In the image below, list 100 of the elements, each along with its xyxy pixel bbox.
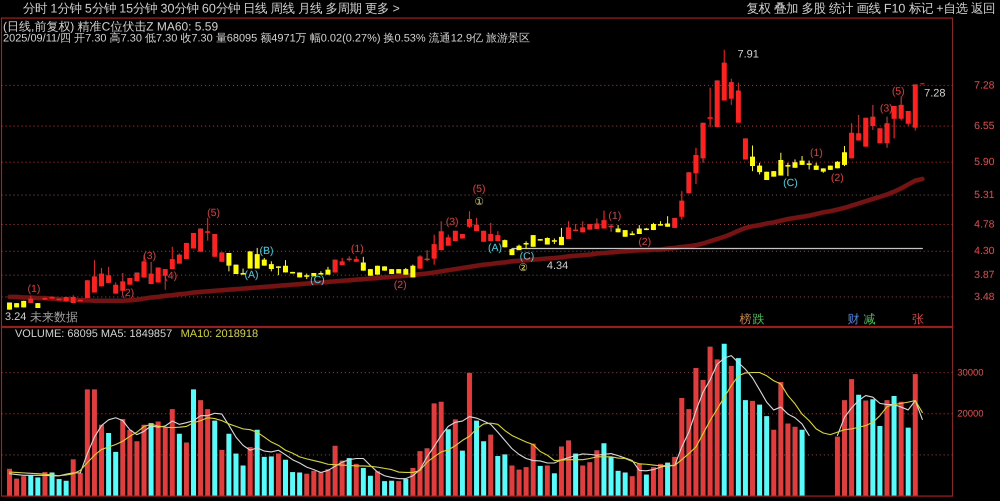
bar [892, 396, 897, 496]
candlestick [170, 246, 175, 270]
bar [205, 409, 210, 496]
bar [424, 448, 430, 496]
bar [594, 450, 600, 496]
bar [750, 400, 756, 496]
candlestick [424, 250, 430, 262]
candlestick [898, 96, 904, 121]
candlestick [856, 114, 862, 141]
bar [834, 436, 840, 496]
y-tick-label: 4.30 [974, 246, 995, 258]
bar [863, 400, 868, 496]
bar [728, 366, 734, 496]
bar [268, 456, 274, 496]
bar [877, 426, 882, 496]
bar [191, 389, 196, 496]
bar [254, 430, 260, 496]
bar [318, 472, 324, 496]
bar [113, 452, 118, 496]
bar [771, 430, 776, 496]
candlestick [212, 234, 218, 258]
annotation: 4.34 [546, 260, 568, 272]
bar [290, 472, 296, 496]
candlestick [665, 216, 670, 228]
annotation: (5) [892, 86, 905, 98]
bar [700, 380, 706, 496]
candlestick [750, 144, 756, 172]
bar [64, 480, 69, 496]
bar [573, 454, 578, 496]
bar [346, 458, 352, 496]
bar [156, 421, 161, 496]
bar [502, 454, 508, 496]
bar [21, 476, 26, 496]
bar [481, 441, 486, 496]
annotation: 7.28 [924, 87, 946, 100]
annotation: 未来数据 [30, 310, 78, 324]
text: 复权 叠加 多股 统计 画线 F10 标记 +自选 返回 [746, 1, 996, 16]
candlestick [708, 87, 713, 128]
bar [212, 420, 218, 496]
bar [587, 462, 592, 496]
bar [516, 470, 522, 496]
candlestick [742, 138, 748, 160]
candlestick [877, 128, 882, 144]
bar [870, 399, 876, 496]
annotation: ① [474, 197, 484, 208]
bar [622, 472, 628, 496]
bar [524, 467, 529, 496]
bar [438, 402, 444, 496]
candlestick [757, 162, 762, 175]
bar [389, 480, 394, 496]
bar [403, 479, 408, 496]
bar [616, 470, 621, 496]
bar [580, 465, 586, 496]
candlestick [332, 259, 338, 273]
bar [552, 473, 557, 496]
bar [644, 474, 649, 496]
chart-title: VOLUME: 68095 [14, 328, 98, 340]
y-tick-label: 5.90 [974, 157, 995, 168]
bar [544, 465, 550, 496]
bar [636, 464, 642, 496]
annotation: (1) [28, 284, 40, 295]
bar [452, 419, 458, 496]
candlestick [417, 254, 422, 270]
candlestick [679, 190, 684, 220]
bar [106, 432, 112, 496]
bar [410, 468, 416, 496]
bar [304, 474, 310, 496]
bar [672, 456, 678, 496]
candlestick [410, 264, 416, 278]
bar [693, 368, 698, 496]
bar [382, 481, 388, 496]
bar [14, 478, 20, 496]
annotation: ② [518, 262, 528, 274]
candlestick [870, 104, 876, 130]
annotation: (1) [350, 244, 364, 255]
bar [800, 430, 805, 496]
bar [56, 479, 62, 496]
bar [283, 460, 288, 496]
annotation: (A) [488, 243, 502, 254]
bar [884, 400, 890, 496]
bar [360, 468, 366, 496]
y-tick-label: 20000 [957, 408, 984, 420]
bar [446, 429, 451, 496]
bar [248, 446, 253, 496]
bar [757, 404, 762, 496]
bar [141, 424, 146, 496]
bar [240, 465, 246, 496]
candlestick [686, 172, 692, 194]
candlestick [106, 266, 112, 284]
candlestick [466, 210, 472, 228]
candlestick [842, 146, 847, 167]
candlestick [778, 152, 784, 176]
candlestick [481, 230, 486, 242]
y-tick-label: 3.48 [974, 292, 995, 303]
bar [708, 346, 713, 496]
bar [736, 358, 741, 496]
annotation: (A) [244, 270, 258, 281]
annotation: 3.24 [4, 310, 26, 323]
bar [630, 476, 635, 496]
text: MA5: 1849857 [100, 328, 172, 340]
